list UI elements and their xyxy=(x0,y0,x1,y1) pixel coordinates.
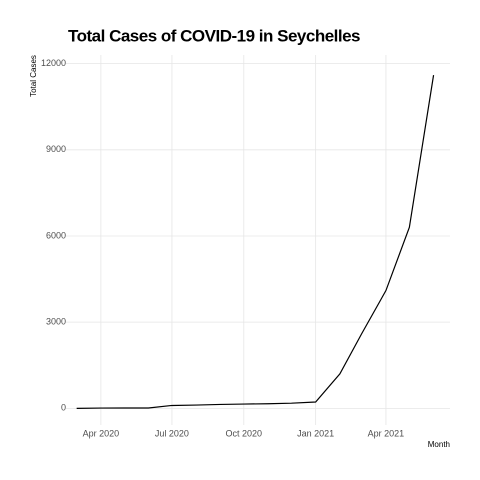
y-tick-label: 6000 xyxy=(46,230,66,240)
y-tick-label: 12000 xyxy=(41,58,66,68)
x-tick-label: Jul 2020 xyxy=(155,428,189,438)
line xyxy=(76,75,435,409)
x-tick-label: Jan 2021 xyxy=(297,428,334,438)
x-tick-label: Apr 2020 xyxy=(83,428,120,438)
y-tick-label: 0 xyxy=(61,403,66,413)
y-axis-label: Total Cases xyxy=(29,55,38,97)
x-tick-label: Oct 2020 xyxy=(226,428,263,438)
chart-title: Total Cases of COVID-19 in Seychelles xyxy=(68,26,360,45)
y-tick-label: 9000 xyxy=(46,144,66,154)
y-tick-label: 3000 xyxy=(46,317,66,327)
x-tick-label: Apr 2021 xyxy=(368,428,405,438)
x-axis-label: Month xyxy=(428,440,450,449)
